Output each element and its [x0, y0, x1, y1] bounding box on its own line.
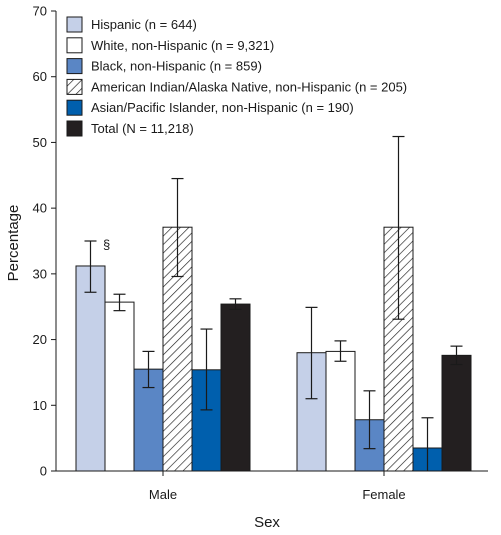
error-bar-male-series-2	[142, 350, 155, 389]
error-bar-male-series-4	[200, 328, 213, 411]
error-bar-male-series-3	[171, 177, 184, 278]
legend-label-1: White, non-Hispanic (n = 9,321)	[91, 38, 274, 53]
error-bar-female-series-2	[363, 390, 376, 450]
bars-layer	[75, 226, 472, 472]
y-tick-label-70: 70	[33, 4, 47, 19]
error-bars-layer	[84, 135, 463, 471]
legend-swatch-2	[66, 58, 83, 75]
error-bar-female-series-0	[305, 306, 318, 400]
legend-label-0: Hispanic (n = 644)	[91, 17, 197, 32]
legend: Hispanic (n = 644) White, non-Hispanic (n…	[66, 16, 407, 137]
x-tick-label-male: Male	[149, 487, 177, 502]
y-tick-label-10: 10	[33, 398, 47, 413]
y-tick-label-60: 60	[33, 69, 47, 84]
axes: § 0 10 20 30 40 50 60 70 Male Female	[33, 4, 488, 502]
y-tick-label-0: 0	[40, 464, 47, 479]
legend-swatch-3	[66, 78, 83, 95]
annotation-0: §	[103, 237, 110, 252]
error-bar-female-series-3	[392, 135, 405, 320]
error-bar-male-series-5	[229, 298, 242, 310]
bar-female-series-5	[441, 354, 472, 472]
legend-swatch-4	[66, 99, 83, 116]
bar-male-series-1	[104, 301, 135, 472]
legend-swatch-5	[66, 120, 83, 137]
y-axis-title: Percentage	[5, 205, 22, 282]
legend-label-5: Total (N = 11,218)	[91, 121, 194, 136]
bar-female-series-1	[325, 350, 356, 472]
error-bar-female-series-5	[450, 345, 463, 366]
error-bar-male-series-0	[84, 240, 97, 293]
legend-swatch-1	[66, 37, 83, 54]
y-tick-label-20: 20	[33, 332, 47, 347]
y-tick-label-30: 30	[33, 266, 47, 281]
bar-male-series-5	[220, 303, 251, 472]
x-tick-label-female: Female	[362, 487, 405, 502]
bar-male-series-0	[75, 265, 106, 472]
y-tick-label-50: 50	[33, 135, 47, 150]
error-bar-male-series-1	[113, 293, 126, 312]
y-tick-label-40: 40	[33, 201, 47, 216]
x-axis-title: Sex	[254, 514, 280, 531]
legend-label-3: American Indian/Alaska Native, non-Hispa…	[91, 79, 407, 94]
error-bar-female-series-1	[334, 340, 347, 362]
legend-swatch-0	[66, 16, 83, 33]
legend-label-2: Black, non-Hispanic (n = 859)	[91, 59, 262, 74]
error-bar-female-series-4	[421, 417, 434, 471]
legend-label-4: Asian/Pacific Islander, non-Hispanic (n …	[91, 100, 354, 115]
